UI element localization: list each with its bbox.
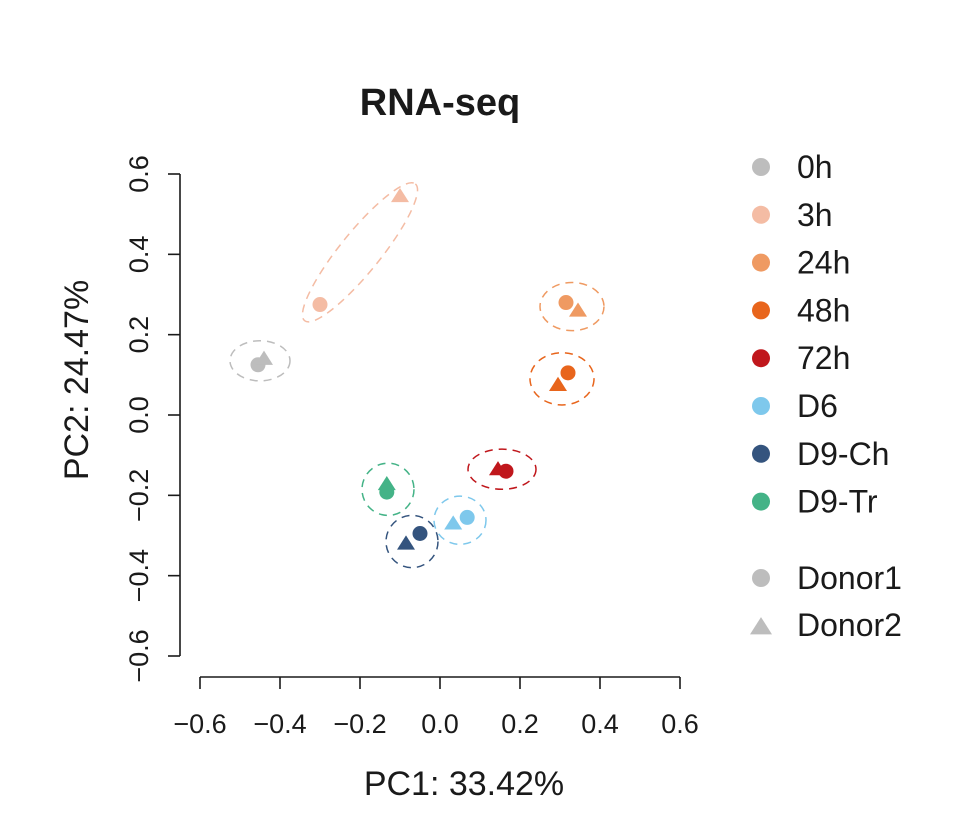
ellipse-3h: [301, 182, 419, 323]
x-tick-label: 0.2: [501, 709, 539, 739]
x-tick-label: 0.4: [581, 709, 619, 739]
legend-label: 72h: [797, 340, 850, 376]
x-axis-title: PC1: 33.42%: [364, 765, 564, 803]
point-24h-donor1: [558, 295, 574, 311]
legend-label: 24h: [797, 245, 850, 281]
legend-marker-donor2: [750, 617, 772, 635]
point-d6-donor1: [459, 509, 475, 525]
point-24h-donor2: [569, 302, 587, 317]
legend-marker-48h: [752, 301, 770, 320]
ellipse-0h: [229, 339, 291, 382]
ellipse-d9-tr: [361, 462, 415, 517]
point-d6-donor2: [444, 515, 463, 530]
chart-title: RNA-seq: [360, 82, 520, 124]
ellipse-d9-ch: [385, 514, 439, 569]
x-tick-label: −0.6: [173, 709, 226, 739]
legend-label: D6: [797, 388, 838, 424]
point-3h-donor1: [312, 297, 328, 313]
group-ellipses: [229, 182, 605, 569]
point-72h-donor2: [489, 461, 507, 476]
legend-label: 3h: [797, 197, 833, 233]
legend-marker-d9-ch: [752, 444, 770, 463]
ellipse-48h: [529, 351, 595, 406]
legend-marker-72h: [752, 349, 770, 368]
y-tick-label: −0.6: [124, 629, 154, 682]
data-points: [250, 187, 587, 550]
point-d9-ch-donor2: [397, 535, 415, 550]
legend-label: Donor1: [797, 560, 902, 596]
ellipse-24h: [539, 281, 605, 332]
ellipse-72h: [467, 448, 537, 491]
legend-marker-d9-tr: [752, 492, 770, 511]
y-tick-label: 0.4: [124, 236, 154, 274]
point-3h-donor2: [391, 187, 409, 203]
legend-label: 0h: [797, 149, 833, 185]
legend-marker-3h: [752, 205, 770, 224]
legend-label: D9-Tr: [797, 484, 878, 520]
y-tick-label: 0.6: [124, 155, 154, 193]
point-0h-donor2: [255, 350, 273, 365]
x-tick-label: −0.4: [253, 709, 306, 739]
x-tick-label: 0.6: [661, 709, 699, 739]
x-tick-label: −0.2: [333, 709, 386, 739]
ellipse-d6: [433, 495, 487, 546]
y-tick-label: 0.0: [124, 396, 154, 434]
legend-marker-donor1: [752, 569, 770, 587]
point-d9-ch-donor1: [412, 525, 428, 541]
x-tick-label: 0.0: [421, 709, 459, 739]
point-d9-tr-donor2: [377, 475, 396, 491]
y-tick-label: −0.4: [124, 549, 154, 602]
point-48h-donor1: [560, 365, 576, 381]
legend: 0h 3h 24h 48h 72h D6 D9-Ch D9-Tr Donor1 Donor2: [750, 149, 902, 643]
y-tick-label: −0.2: [124, 469, 154, 522]
legend-label: Donor2: [797, 607, 902, 643]
legend-label: 48h: [797, 292, 850, 328]
legend-label: D9-Ch: [797, 436, 889, 472]
y-axis-title: PC2: 24.47%: [58, 280, 96, 480]
legend-marker-0h: [752, 158, 770, 176]
axes: −0.6 −0.4 −0.2 0.0 0.2 0.4 0.6 −0.6 −0.4 −0.2 0.0 0…: [124, 155, 699, 739]
legend-marker-24h: [752, 253, 770, 272]
point-48h-donor2: [549, 376, 567, 391]
legend-marker-d6: [752, 397, 770, 415]
y-tick-label: 0.2: [124, 316, 154, 354]
